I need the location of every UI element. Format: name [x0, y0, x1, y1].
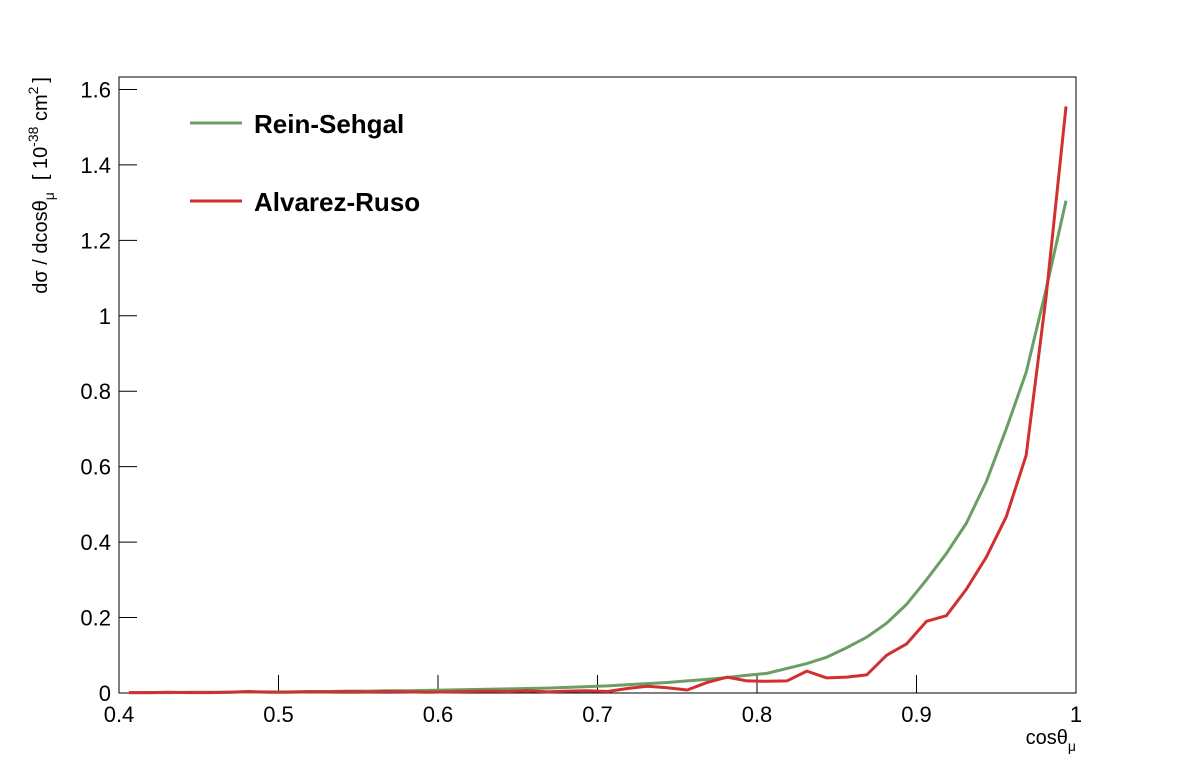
y-axis-title-sub: μ: [41, 192, 57, 200]
x-axis-title-sub: μ: [1068, 738, 1076, 754]
x-tick-label: 0.5: [263, 702, 294, 727]
y-tick-label: 0.2: [80, 606, 111, 631]
y-axis-title-unit: cm: [30, 94, 52, 126]
y-tick-label: 1.6: [80, 77, 111, 102]
x-tick-label: 0.8: [742, 702, 773, 727]
y-axis-title: dσ / dcosθμ [ 10-38 cm2]: [25, 77, 57, 294]
y-tick-label: 0.8: [80, 379, 111, 404]
x-tick-label: 0.9: [901, 702, 932, 727]
y-tick-label: 1.4: [80, 153, 111, 178]
y-tick-label: 0: [99, 681, 111, 706]
x-tick-label: 0.6: [423, 702, 454, 727]
x-axis-title: cosθμ: [1026, 727, 1076, 754]
y-axis-title-sup2: 2: [25, 86, 41, 94]
x-tick-label: 1: [1070, 702, 1082, 727]
x-tick-label: 0.4: [104, 702, 135, 727]
x-axis-title-text: cosθ: [1026, 727, 1068, 749]
series-line: [128, 106, 1068, 695]
y-axis-title-sup1: -38: [25, 126, 41, 146]
y-axis-title-text: dσ / dcosθ: [30, 200, 52, 294]
y-axis-title-close: ]: [30, 77, 52, 83]
y-axis-title-open: [ 10: [30, 147, 52, 180]
legend-label: Rein-Sehgal: [254, 109, 404, 139]
x-tick-label: 0.7: [582, 702, 613, 727]
y-tick-label: 0.6: [80, 455, 111, 480]
legend-label: Alvarez-Ruso: [254, 187, 420, 217]
y-tick-label: 1: [99, 304, 111, 329]
y-tick-label: 0.4: [80, 530, 111, 555]
y-tick-label: 1.2: [80, 228, 111, 253]
